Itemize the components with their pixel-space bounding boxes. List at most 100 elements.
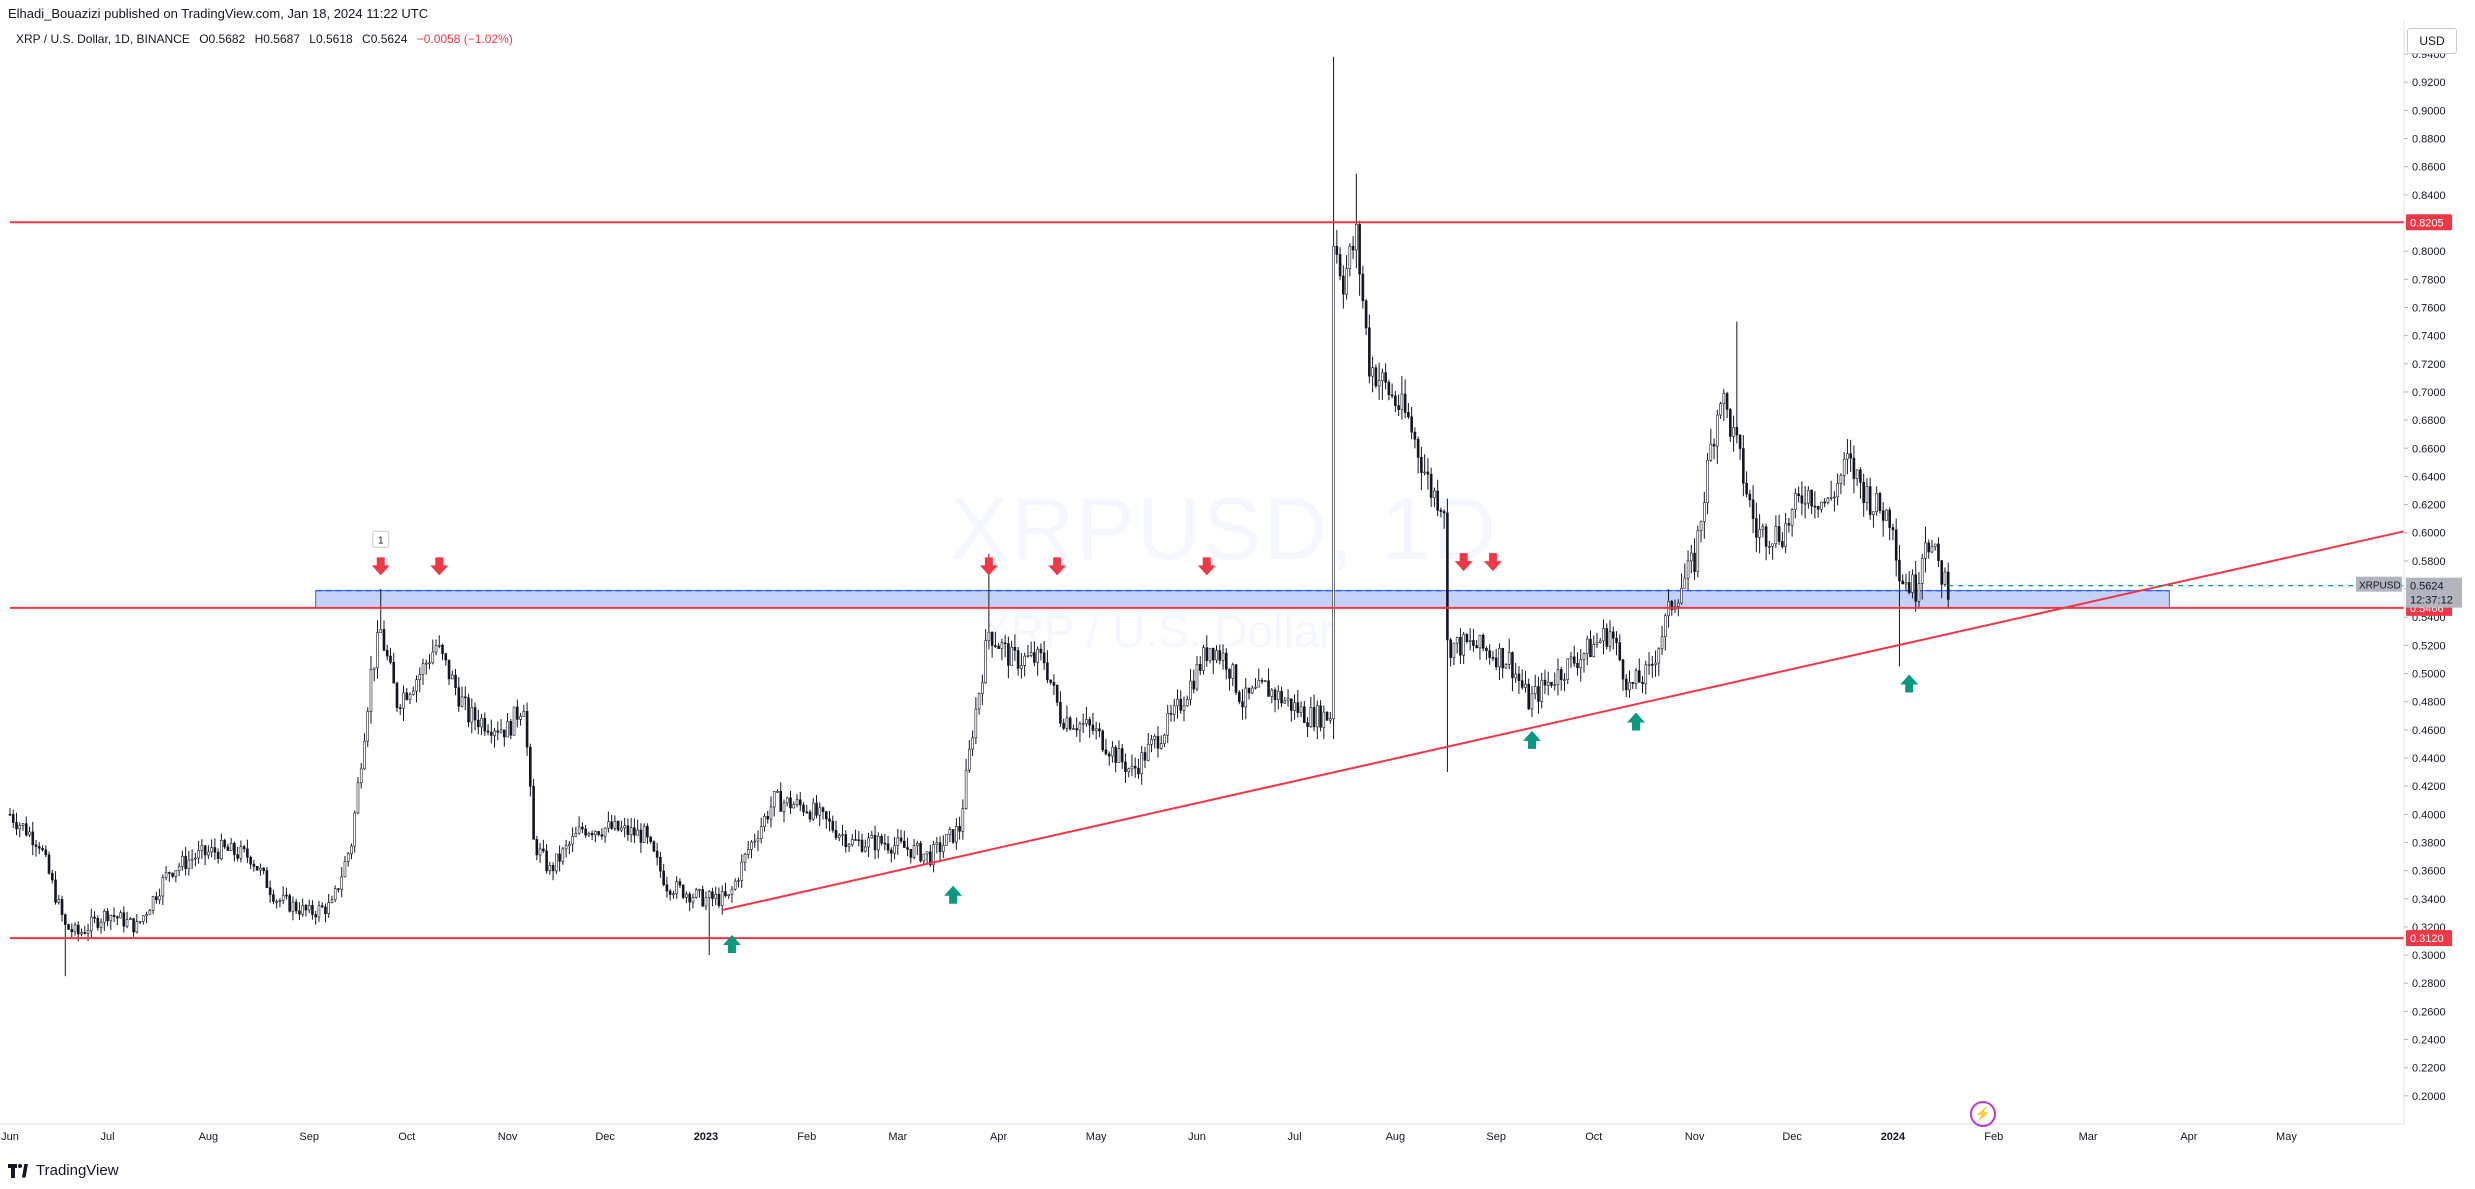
candle-body <box>860 839 864 852</box>
candle-body <box>1329 718 1332 721</box>
support-touch-arrow[interactable] <box>1522 730 1541 749</box>
candle-body <box>298 910 301 915</box>
candle-body <box>1888 509 1891 528</box>
candle-body <box>1654 662 1657 665</box>
resistance-touch-arrow[interactable] <box>979 557 998 576</box>
candle-body <box>925 851 929 855</box>
candle-body <box>1078 723 1082 731</box>
candle-body <box>1237 692 1241 702</box>
candle-body <box>759 826 763 840</box>
candle-body <box>1436 490 1439 511</box>
candle-body <box>1816 506 1820 510</box>
candle-body <box>301 904 304 915</box>
candle-body <box>1007 643 1010 666</box>
candle-body <box>1062 722 1065 729</box>
candle-body <box>675 881 678 895</box>
candle-body <box>555 853 558 872</box>
candle-body <box>672 893 675 896</box>
candle-body <box>1527 683 1531 710</box>
candle-body <box>1693 552 1696 572</box>
candle-body <box>1621 659 1625 680</box>
publisher-line: Elhadi_Bouazizi published on TradingView… <box>8 6 429 21</box>
resistance-touch-arrow[interactable] <box>1483 553 1502 572</box>
candle-body <box>594 831 597 836</box>
support-touch-arrow[interactable] <box>722 934 741 953</box>
candle-body <box>844 834 848 848</box>
support-touch-arrow[interactable] <box>944 885 963 904</box>
candle-body <box>935 842 939 845</box>
candle-body <box>1829 497 1833 499</box>
candle-body <box>597 831 600 835</box>
candle-body <box>730 888 734 895</box>
candle-body <box>1660 636 1664 650</box>
candle-body <box>818 807 822 816</box>
candle-body <box>268 887 272 895</box>
candle-body <box>737 880 740 882</box>
candle-body <box>649 836 652 842</box>
candle-body <box>837 834 841 838</box>
currency-button[interactable]: USD <box>2407 28 2457 54</box>
candle-body <box>1907 582 1911 593</box>
candle-body <box>1381 372 1384 381</box>
candle-body <box>330 899 334 903</box>
candle-body <box>753 840 757 843</box>
candle-body <box>1634 670 1638 684</box>
support-touch-arrow[interactable] <box>1900 674 1919 693</box>
candle-body <box>1650 664 1654 666</box>
time-axis-label: Dec <box>1782 1131 1802 1143</box>
candle-body <box>1137 767 1140 775</box>
resistance-touch-arrow[interactable] <box>1454 553 1473 572</box>
arrow-up-icon <box>1900 674 1919 693</box>
support-touch-arrow[interactable] <box>1627 712 1646 731</box>
tradingview-logo[interactable]: TradingView <box>8 1162 119 1179</box>
candle-body <box>1475 645 1478 649</box>
candle-body <box>190 858 194 861</box>
candle-body <box>906 847 909 850</box>
candle-body <box>1263 680 1267 683</box>
candle-body <box>434 645 438 653</box>
candle-body <box>1403 393 1407 413</box>
resistance-zone[interactable] <box>315 590 2170 609</box>
candle-body <box>1085 719 1088 724</box>
candle-body <box>639 829 643 843</box>
last-price-tag-bg <box>2406 577 2462 608</box>
lightning-icon[interactable]: ⚡ <box>1970 1101 1996 1127</box>
trendline[interactable] <box>721 530 2405 911</box>
candle-body <box>223 840 226 848</box>
resistance-touch-arrow[interactable] <box>371 557 390 576</box>
candle-body <box>1556 669 1560 685</box>
price-axis-label: 0.8000 <box>2412 246 2446 258</box>
price-axis-label: 0.7000 <box>2412 387 2446 399</box>
candle-body <box>1755 518 1758 538</box>
resistance-touch-arrow[interactable] <box>1197 557 1216 576</box>
candle-body <box>207 851 210 856</box>
candle-body <box>1807 489 1810 504</box>
candle-body <box>1494 657 1498 668</box>
candle-body <box>1094 728 1098 731</box>
symbol-title[interactable]: XRP / U.S. Dollar, 1D, BINANCE <box>16 32 190 46</box>
resistance-touch-arrow[interactable] <box>430 557 449 576</box>
candle-body <box>1524 683 1527 688</box>
candle-body <box>707 891 711 898</box>
drawing-note-box[interactable] <box>372 530 390 548</box>
candle-body <box>1260 679 1264 682</box>
candle-body <box>138 921 142 923</box>
candle-body <box>912 845 916 858</box>
candle-body <box>311 904 314 915</box>
candle-body <box>356 782 360 814</box>
candle-body <box>1010 646 1013 666</box>
candle-body <box>665 884 669 892</box>
candle-body <box>1107 753 1111 757</box>
candle-body <box>613 820 617 829</box>
time-axis-label: 2023 <box>694 1131 718 1143</box>
candle-body <box>281 894 285 901</box>
candle-body <box>275 901 278 903</box>
candle-body <box>854 839 857 841</box>
candle-body <box>1686 560 1690 579</box>
candle-body <box>1738 434 1742 449</box>
resistance-touch-arrow[interactable] <box>1048 557 1067 576</box>
candle-body <box>1875 492 1878 513</box>
candle-body <box>525 711 529 748</box>
candle-body <box>1420 457 1423 473</box>
